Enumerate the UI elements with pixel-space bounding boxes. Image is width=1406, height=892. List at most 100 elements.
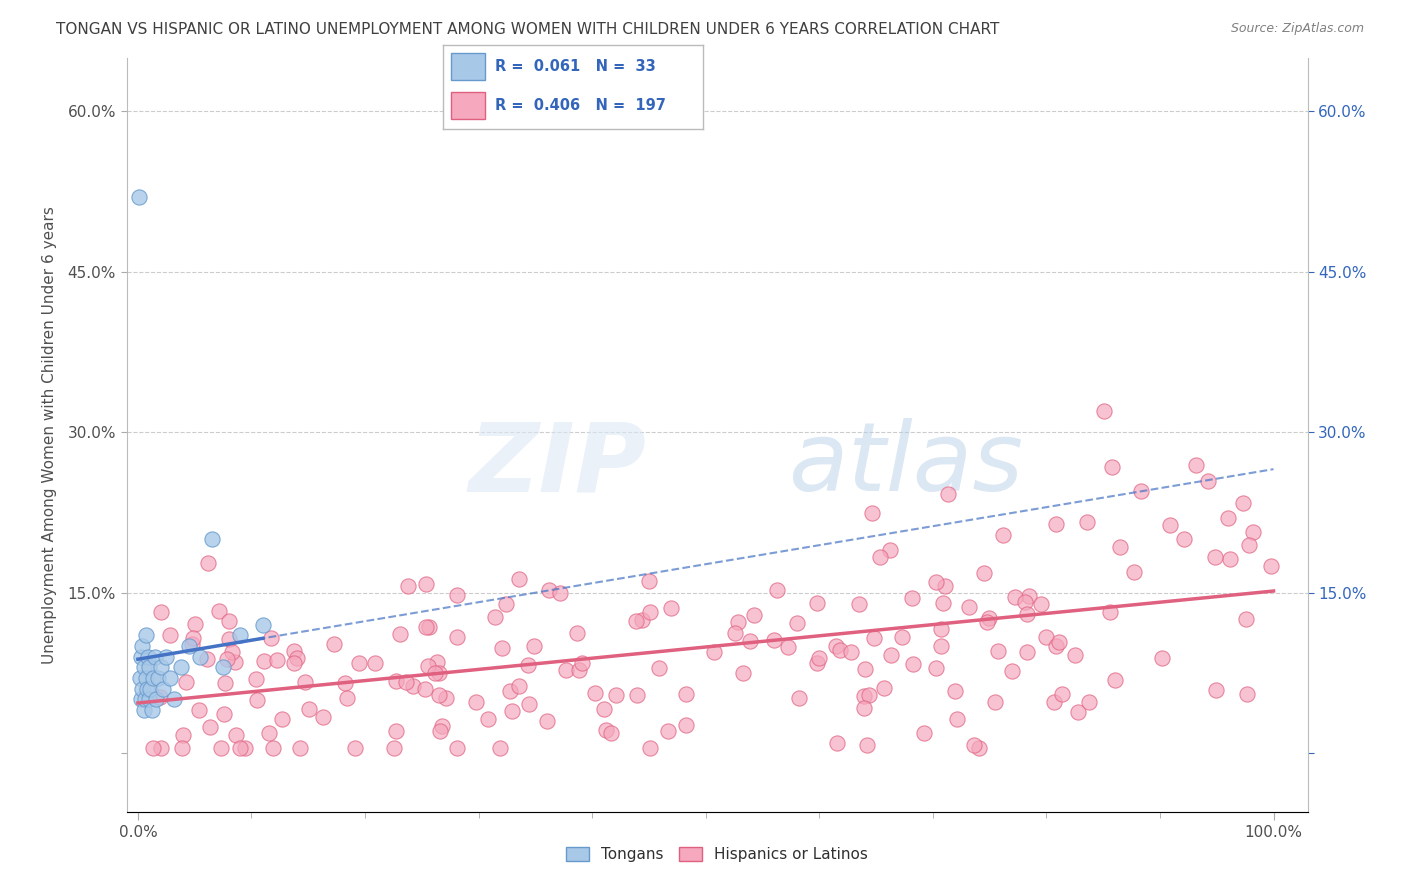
Point (446, 740, 468, 755)
Point (446, 588, 468, 602)
Point (1050, 687, 1073, 701)
Point (389, 627, 412, 641)
Point (967, 740, 990, 755)
Point (415, 682, 437, 697)
Point (973, 566, 995, 581)
Point (1099, 605, 1122, 619)
Point (1219, 551, 1241, 566)
Point (212, 706, 235, 721)
Point (1045, 517, 1067, 532)
Point (181, 637, 204, 651)
Point (523, 640, 546, 654)
Point (1104, 673, 1126, 687)
Point (427, 665, 450, 680)
Point (1092, 404, 1115, 418)
Point (1184, 458, 1206, 473)
Point (229, 628, 252, 642)
Point (858, 688, 880, 702)
Point (233, 740, 256, 755)
Point (983, 695, 1005, 709)
Point (659, 601, 682, 615)
Point (128, 190, 150, 204)
Point (929, 639, 952, 653)
Point (934, 579, 956, 593)
Point (1123, 565, 1146, 579)
Point (1042, 695, 1064, 709)
Point (150, 605, 173, 619)
Point (141, 703, 163, 717)
Point (172, 728, 194, 742)
Point (848, 597, 870, 611)
Point (136, 649, 159, 664)
Point (262, 740, 284, 755)
Point (1109, 540, 1132, 554)
Point (198, 720, 221, 734)
Point (143, 649, 166, 664)
Point (134, 692, 156, 706)
Point (1241, 524, 1264, 539)
Point (139, 681, 162, 696)
Point (129, 649, 153, 664)
Point (224, 655, 246, 669)
Point (901, 657, 924, 671)
Point (429, 723, 451, 738)
Point (225, 728, 247, 742)
Point (571, 656, 593, 670)
Point (929, 622, 952, 636)
Point (465, 695, 488, 709)
Point (963, 738, 986, 752)
Point (787, 690, 810, 705)
Point (856, 738, 879, 752)
Point (508, 679, 530, 693)
Point (427, 688, 450, 702)
Point (155, 649, 177, 664)
Point (1067, 705, 1090, 719)
Point (626, 688, 648, 702)
Point (738, 633, 761, 648)
Point (765, 582, 787, 597)
Point (565, 625, 588, 640)
Point (149, 740, 172, 755)
Point (418, 620, 440, 634)
Point (209, 740, 232, 755)
Point (135, 671, 157, 685)
Point (131, 639, 153, 653)
Point (138, 692, 160, 706)
Point (398, 579, 420, 593)
Point (1260, 558, 1282, 573)
Point (624, 614, 647, 628)
Point (163, 692, 186, 706)
Point (323, 637, 346, 651)
Point (294, 675, 316, 690)
Point (246, 692, 269, 706)
Point (395, 674, 418, 689)
Point (344, 740, 367, 755)
Point (501, 704, 523, 718)
Point (197, 652, 219, 666)
Point (568, 663, 591, 677)
Point (936, 487, 959, 501)
Point (418, 659, 440, 673)
Point (159, 671, 181, 685)
Point (132, 703, 155, 717)
Point (839, 645, 862, 659)
Point (349, 656, 371, 670)
Point (425, 665, 447, 680)
Point (675, 688, 697, 702)
Point (776, 640, 799, 655)
Point (731, 666, 754, 681)
Point (852, 690, 875, 704)
Point (181, 631, 204, 645)
Point (742, 607, 765, 622)
Point (170, 740, 193, 755)
Point (188, 703, 211, 717)
Point (285, 651, 308, 665)
Point (266, 652, 288, 666)
Point (536, 714, 558, 728)
Point (290, 740, 312, 755)
Point (415, 577, 437, 591)
Point (901, 591, 924, 605)
Point (1015, 607, 1038, 622)
Point (201, 532, 224, 546)
Point (976, 615, 998, 629)
